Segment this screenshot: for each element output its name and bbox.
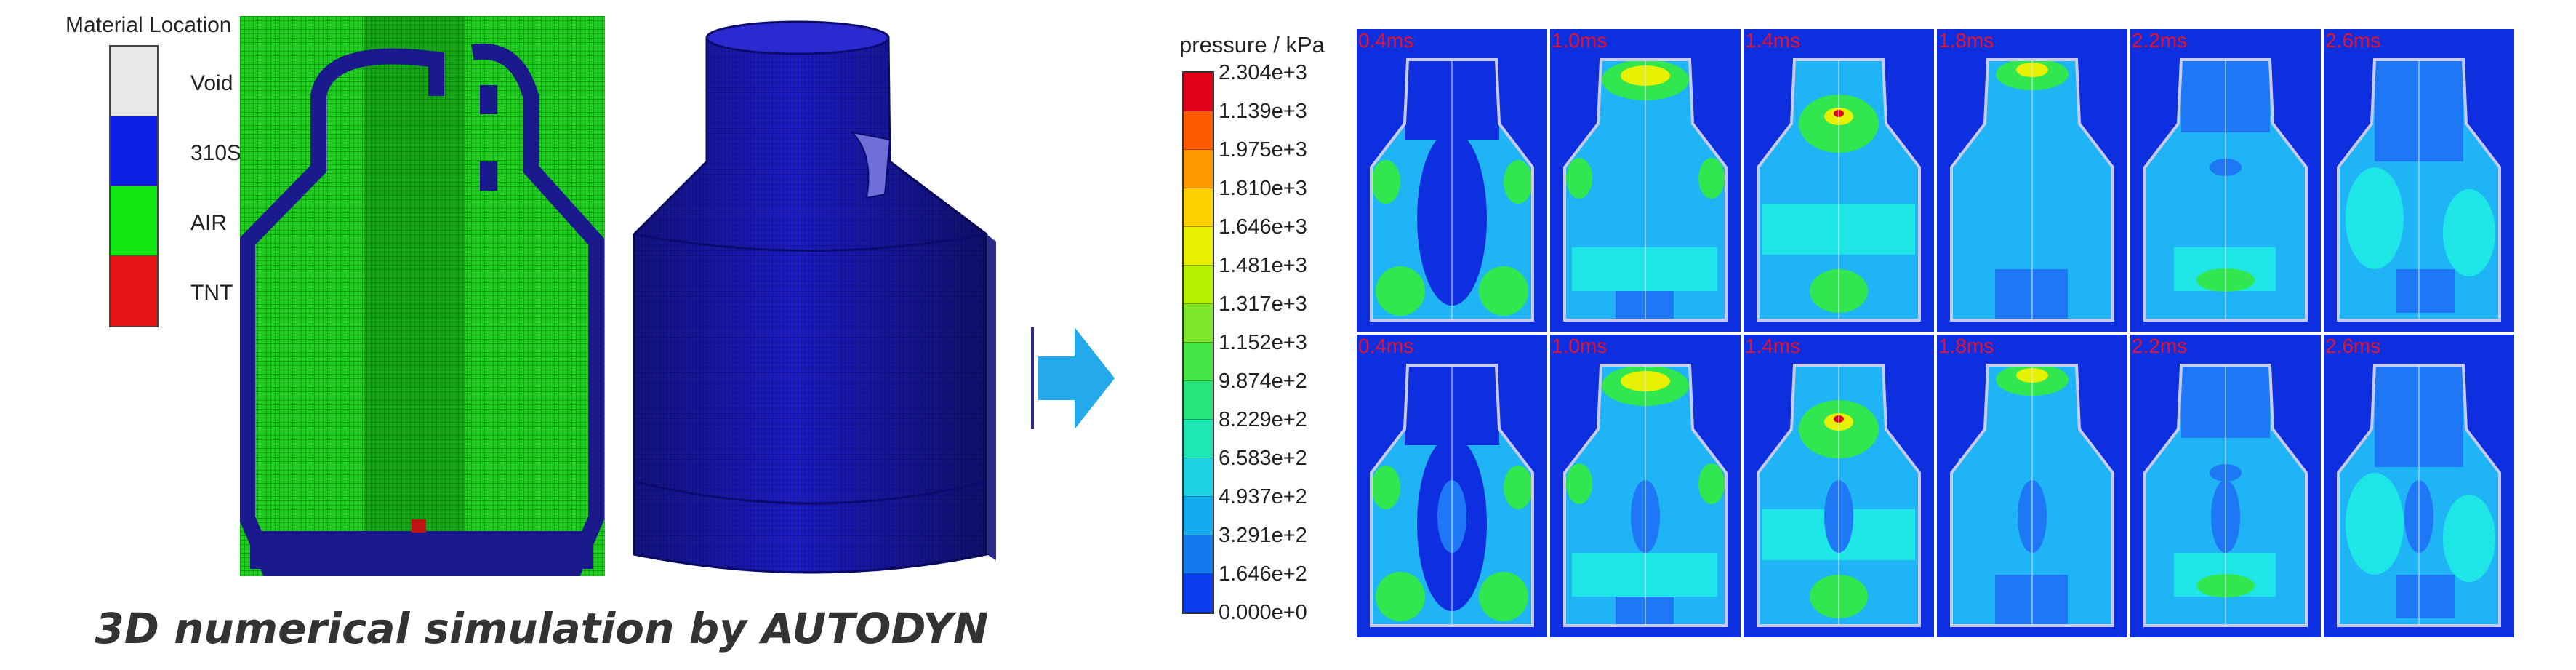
material-label-310s: 310S	[190, 141, 242, 165]
simulation-caption: 3D numerical simulation by AUTODYN	[95, 604, 989, 653]
material-location-legend: Material Location Void 310S AIR TNT	[63, 13, 252, 333]
vessel-wall-2d	[239, 43, 604, 577]
pressure-tick-label: 1.646e+3	[1219, 215, 1307, 239]
pressure-tick-label: 4.937e+2	[1219, 485, 1307, 509]
contour-panel: 1.4ms	[1744, 29, 1934, 332]
material-label-tnt: TNT	[190, 281, 233, 305]
material-label-void: Void	[190, 71, 233, 95]
tnt-charge	[412, 519, 426, 533]
pressure-contour-plot	[2143, 364, 2308, 627]
air-mesh-domain	[240, 16, 605, 576]
mesh-2d-cross-section	[239, 16, 605, 577]
pressure-tick-label: 3.291e+2	[1219, 524, 1307, 547]
snapshot-time-label: 0.4ms	[1358, 335, 1414, 357]
pressure-tick-label: 1.646e+2	[1219, 562, 1307, 586]
pressure-tick-label: 8.229e+2	[1219, 408, 1307, 431]
snapshot-time-label: 1.8ms	[1938, 335, 1994, 357]
pressure-tick-label: 9.874e+2	[1219, 370, 1307, 393]
contour-panel: 0.4ms	[1357, 29, 1547, 332]
pressure-contour-plot	[2143, 58, 2308, 322]
material-legend-title: Material Location	[65, 13, 232, 37]
snapshot-time-label: 1.4ms	[1745, 335, 1801, 357]
snapshot-time-label: 1.0ms	[1552, 29, 1608, 52]
contour-panel: 2.6ms	[2324, 29, 2514, 332]
pressure-contour-plot	[1950, 58, 2114, 322]
contour-panel: 1.8ms	[1937, 29, 2127, 332]
snapshot-time-label: 0.4ms	[1358, 29, 1414, 52]
contour-panel: 1.0ms	[1550, 335, 1741, 637]
pressure-scale-segment	[1184, 458, 1213, 497]
pressure-color-scale	[1182, 71, 1214, 614]
pressure-tick-label: 0.000e+0	[1219, 601, 1307, 624]
pressure-tick-label: 6.583e+2	[1219, 447, 1307, 470]
pressure-contour-snapshots: 0.4ms 1.0ms 1.4ms 1.8ms 2.2ms 2.6ms 0.4ms 1.0ms…	[1357, 29, 2517, 640]
pressure-tick-label: 1.139e+3	[1219, 100, 1307, 123]
pressure-color-bar: pressure / kPa 2.304e+3 1.139e+3 1.975e+3 1…	[1178, 32, 1360, 643]
pressure-scale-segment	[1184, 188, 1213, 227]
contour-panel: 2.2ms	[2130, 29, 2321, 332]
snapshot-time-label: 1.0ms	[1552, 335, 1608, 357]
pressure-scale-segment	[1184, 420, 1213, 458]
pressure-scale-segment	[1184, 535, 1213, 574]
pressure-contour-plot	[2337, 364, 2501, 627]
material-swatch-tnt	[111, 256, 157, 326]
pressure-tick-label: 1.317e+3	[1219, 292, 1307, 316]
pressure-contour-plot	[1370, 58, 1534, 322]
pressure-scale-segment	[1184, 574, 1213, 613]
material-swatch-void	[111, 47, 157, 116]
pressure-contour-plot	[1370, 364, 1534, 627]
material-swatch-column	[109, 45, 159, 327]
snapshot-time-label: 1.4ms	[1745, 29, 1801, 52]
contour-panel: 2.2ms	[2130, 335, 2321, 637]
pressure-scale-segment	[1184, 111, 1213, 150]
pressure-contour-plot	[1950, 364, 2114, 627]
material-label-air: AIR	[190, 211, 228, 235]
pressure-contour-plot	[1563, 364, 1728, 627]
contour-panel: 0.4ms	[1357, 335, 1547, 637]
contour-panel: 1.8ms	[1937, 335, 2127, 637]
pressure-scale-segment	[1184, 266, 1213, 304]
pressure-scale-segment	[1184, 150, 1213, 188]
material-swatch-air	[111, 186, 157, 256]
mesh-3d-model	[612, 16, 1012, 576]
pressure-scale-segment	[1184, 343, 1213, 381]
snapshot-time-label: 2.2ms	[2132, 335, 2188, 357]
pressure-contour-plot	[2337, 58, 2501, 322]
pressure-tick-label: 1.152e+3	[1219, 331, 1307, 354]
snapshot-time-label: 2.2ms	[2132, 29, 2188, 52]
pressure-legend-title: pressure / kPa	[1179, 32, 1325, 57]
pressure-tick-label: 2.304e+3	[1219, 61, 1307, 84]
pressure-contour-plot	[1757, 58, 1921, 322]
contour-panel: 1.0ms	[1550, 29, 1741, 332]
pressure-tick-label: 1.481e+3	[1219, 254, 1307, 277]
pressure-scale-segment	[1184, 381, 1213, 420]
material-swatch-310s	[111, 116, 157, 186]
pressure-contour-plot	[1757, 364, 1921, 627]
pressure-scale-segment	[1184, 227, 1213, 266]
snapshot-time-label: 1.8ms	[1938, 29, 1994, 52]
pressure-scale-segment	[1184, 73, 1213, 111]
contour-panel: 1.4ms	[1744, 335, 1934, 637]
pressure-scale-segment	[1184, 497, 1213, 535]
contour-panel: 2.6ms	[2324, 335, 2514, 637]
pressure-tick-label: 1.975e+3	[1219, 138, 1307, 161]
pressure-contour-plot	[1563, 58, 1728, 322]
snapshot-time-label: 2.6ms	[2325, 335, 2381, 357]
pressure-scale-segment	[1184, 304, 1213, 343]
flow-arrow-icon	[1024, 313, 1118, 444]
snapshot-time-label: 2.6ms	[2325, 29, 2381, 52]
pressure-tick-label: 1.810e+3	[1219, 177, 1307, 200]
